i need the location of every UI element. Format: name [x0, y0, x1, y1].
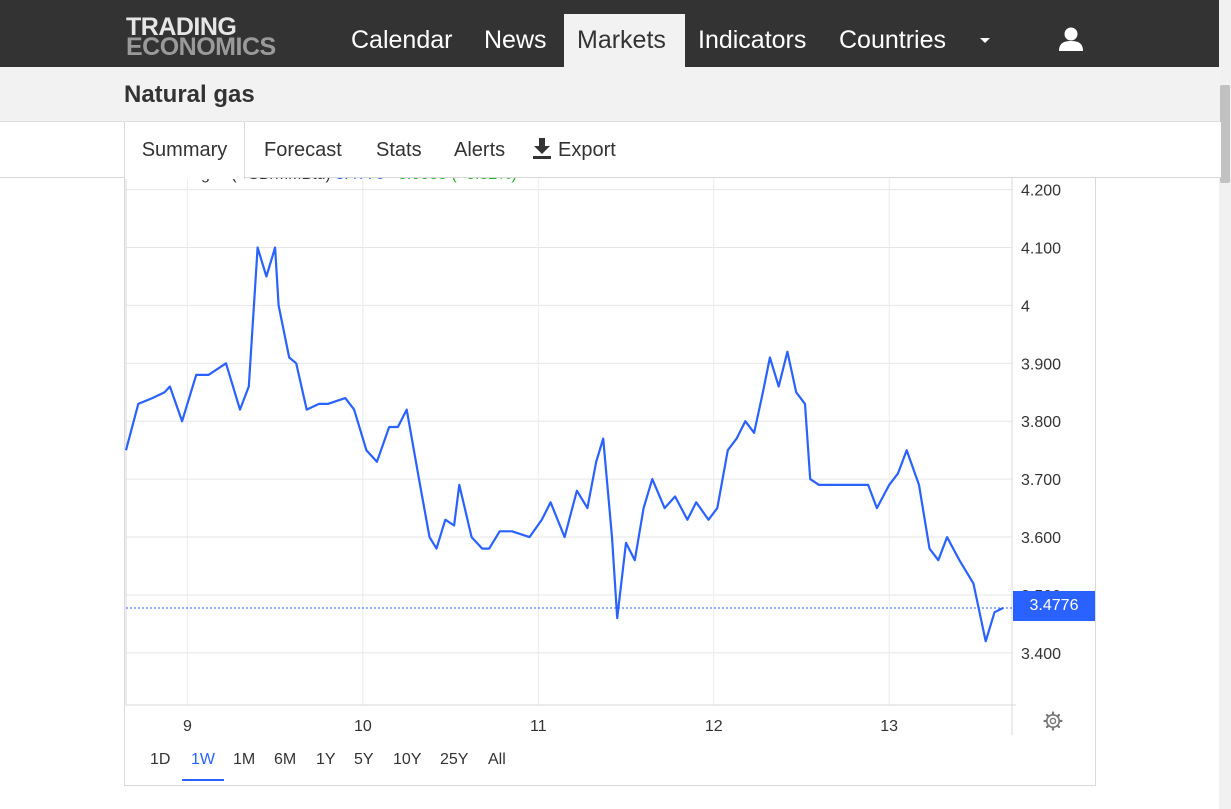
tab-summary[interactable]: Summary: [124, 122, 245, 179]
y-tick-label: 4.100: [1021, 240, 1061, 257]
page-title: Natural gas: [124, 81, 255, 108]
range-25y[interactable]: 25Y: [440, 751, 469, 768]
nav-calendar[interactable]: Calendar: [351, 26, 453, 54]
nav-news[interactable]: News: [484, 26, 547, 54]
more-dropdown-caret-icon[interactable]: [980, 38, 990, 43]
user-account-icon[interactable]: [1058, 26, 1084, 52]
tab-export[interactable]: Export: [532, 122, 616, 178]
range-6m[interactable]: 6M: [274, 751, 297, 768]
y-tick-label: 3.700: [1021, 472, 1061, 489]
series-line: [124, 246, 1004, 643]
tabs-bar: Summary Forecast Stats Alerts Export: [0, 122, 1221, 179]
export-label: Export: [558, 139, 616, 161]
nav-markets[interactable]: Markets: [564, 14, 685, 67]
download-icon: [533, 138, 551, 159]
tab-forecast[interactable]: Forecast: [264, 139, 342, 161]
range-1w[interactable]: 1W: [182, 745, 224, 781]
range-5y[interactable]: 5Y: [354, 751, 374, 768]
x-tick-label: 12: [705, 718, 723, 735]
top-navbar: TRADING ECONOMICS Calendar News Markets …: [0, 0, 1219, 67]
range-1y[interactable]: 1Y: [316, 751, 336, 768]
logo-line1: TRADING: [126, 13, 237, 41]
y-tick-label: 3.800: [1021, 414, 1061, 431]
chart-settings-gear-icon[interactable]: [1043, 711, 1063, 731]
current-price-tag: 3.4776: [1013, 591, 1095, 621]
logo-line2: ECONOMICS: [126, 33, 276, 61]
x-tick-label: 13: [880, 718, 898, 735]
range-all[interactable]: All: [488, 751, 506, 768]
chart-container: [124, 178, 1096, 786]
page-header: Natural gas: [0, 67, 1219, 122]
y-tick-label: 4: [1021, 298, 1030, 315]
y-tick-label: 4.200: [1021, 183, 1061, 200]
tab-alerts[interactable]: Alerts: [454, 139, 506, 161]
y-tick-label: 3.900: [1021, 356, 1061, 373]
x-tick-label: 10: [354, 718, 372, 735]
nav-indicators[interactable]: Indicators: [698, 26, 807, 54]
page-scrollbar[interactable]: [1219, 0, 1231, 809]
y-tick-label: 3.600: [1021, 530, 1061, 547]
range-1d[interactable]: 1D: [150, 751, 171, 768]
trading-economics-logo[interactable]: TRADING ECONOMICS: [126, 14, 296, 60]
scrollbar-thumb[interactable]: [1220, 85, 1230, 183]
range-1m[interactable]: 1M: [233, 751, 256, 768]
nav-countries[interactable]: Countries: [839, 26, 946, 54]
x-tick-label: 11: [530, 718, 547, 735]
range-10y[interactable]: 10Y: [393, 751, 422, 768]
y-tick-label: 3.400: [1021, 646, 1061, 663]
x-tick-label: 9: [183, 718, 192, 735]
tab-stats[interactable]: Stats: [376, 139, 422, 161]
